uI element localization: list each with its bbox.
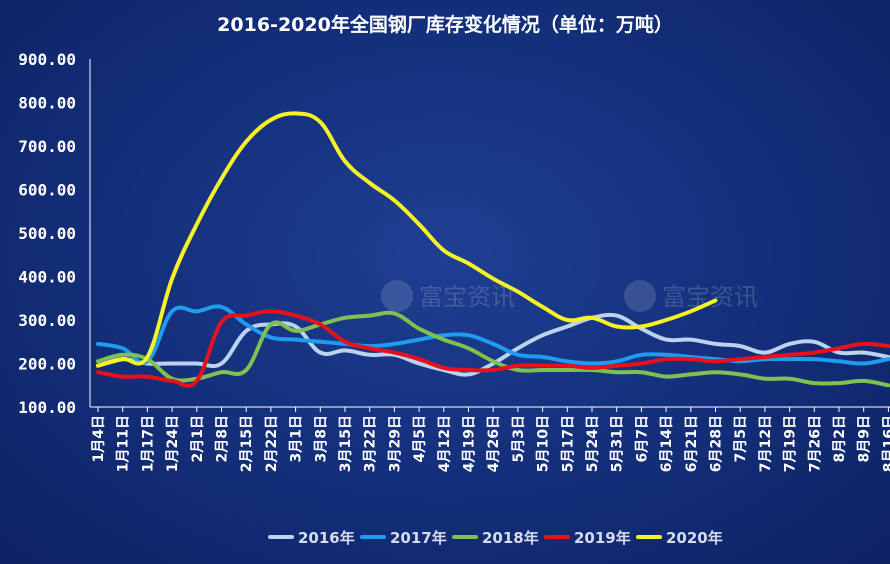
x-tick-label: 3月1日 <box>289 415 305 462</box>
x-tick-label: 5月24日 <box>585 415 601 472</box>
x-tick-label: 6月7日 <box>634 415 650 462</box>
x-tick-label: 4月26日 <box>486 415 502 472</box>
watermark-logo-icon <box>624 280 656 312</box>
watermark-logo-icon <box>381 280 413 312</box>
legend-label: 2016年 <box>298 529 355 547</box>
x-tick-label: 1月11日 <box>116 415 132 472</box>
x-tick-label: 4月5日 <box>412 415 428 462</box>
legend-label: 2017年 <box>390 529 447 547</box>
y-axis-ticks: 100.00 200.00 300.00 400.00 500.00 600.00 700.… <box>18 50 76 417</box>
legend-label: 2019年 <box>574 529 631 547</box>
x-tick-label: 6月21日 <box>684 415 700 472</box>
x-tick-label: 1月17日 <box>140 415 156 472</box>
watermarks: 富宝资讯 富宝资讯 <box>381 280 758 312</box>
series-line-2 <box>96 304 890 366</box>
y-tick-label: 500.00 <box>18 224 76 243</box>
x-tick-label: 3月22日 <box>363 415 379 472</box>
y-tick-label: 800.00 <box>18 94 76 113</box>
x-tick-label: 8月9日 <box>857 415 873 462</box>
y-tick-label: 300.00 <box>18 311 76 330</box>
x-tick-label: 4月19日 <box>462 415 478 472</box>
x-tick-label: 6月28日 <box>709 415 725 472</box>
y-tick-label: 700.00 <box>18 137 76 156</box>
x-tick-label: 5月3日 <box>511 415 527 462</box>
x-tick-label: 7月12日 <box>758 415 774 472</box>
x-tick-label: 8月2日 <box>832 415 848 462</box>
watermark-right: 富宝资讯 <box>624 280 758 312</box>
legend-label: 2018年 <box>482 529 539 547</box>
series-line-3 <box>96 310 890 388</box>
series-line-1 <box>96 312 890 377</box>
x-axis-ticks: 1月4日 1月11日 1月17日 1月24日 2月1日 2月8日 2月15日 2月22日 3月1… <box>91 407 890 472</box>
y-tick-label: 400.00 <box>18 268 76 287</box>
y-tick-label: 900.00 <box>18 50 76 69</box>
x-tick-label: 8月16日 <box>881 415 890 472</box>
x-tick-label: 2月22日 <box>264 415 280 472</box>
x-tick-label: 7月5日 <box>733 415 749 462</box>
chart-title: 2016-2020年全国钢厂库存变化情况（单位：万吨） <box>217 13 673 36</box>
y-tick-label: 600.00 <box>18 181 76 200</box>
x-tick-label: 2月1日 <box>190 415 206 462</box>
series-line-4 <box>96 309 890 388</box>
x-tick-label: 3月15日 <box>338 415 354 472</box>
y-tick-label: 100.00 <box>18 398 76 417</box>
x-tick-label: 1月4日 <box>91 415 107 462</box>
x-tick-label: 2月15日 <box>239 415 255 472</box>
x-tick-label: 5月17日 <box>560 415 576 472</box>
x-tick-label: 7月26日 <box>807 415 823 472</box>
series-line-5 <box>96 111 718 368</box>
x-tick-label: 7月19日 <box>783 415 799 472</box>
x-tick-label: 5月31日 <box>610 415 626 472</box>
x-tick-label: 6月14日 <box>659 415 675 472</box>
watermark-left: 富宝资讯 <box>381 280 515 312</box>
axes <box>89 59 890 408</box>
series-lines <box>96 111 890 388</box>
x-tick-label: 2月8日 <box>215 415 231 462</box>
legend-label: 2020年 <box>666 529 723 547</box>
watermark-text: 富宝资讯 <box>419 283 515 311</box>
y-tick-label: 200.00 <box>18 355 76 374</box>
legend: 2016年 2017年 2018年 2019年 2020年 <box>268 529 723 547</box>
x-tick-label: 3月29日 <box>387 415 403 472</box>
x-tick-label: 1月24日 <box>165 415 181 472</box>
x-tick-label: 4月12日 <box>437 415 453 472</box>
x-tick-label: 5月10日 <box>536 415 552 472</box>
x-tick-label: 3月8日 <box>313 415 329 462</box>
watermark-text: 富宝资讯 <box>662 283 758 311</box>
